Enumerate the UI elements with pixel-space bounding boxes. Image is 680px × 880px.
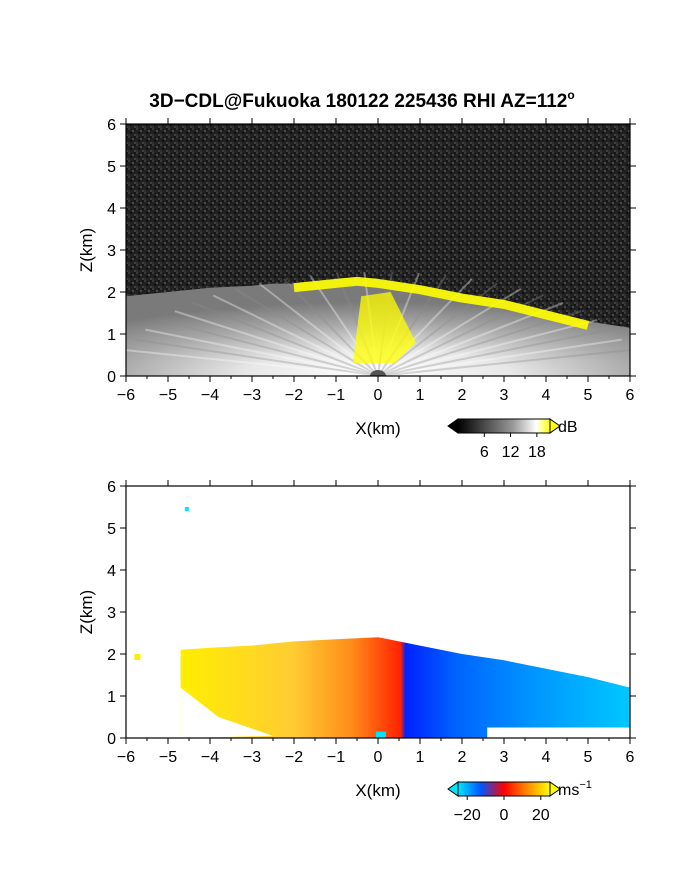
y-tick-label: 3 bbox=[107, 243, 116, 260]
colorbar-tick-label: 18 bbox=[528, 444, 546, 461]
y-tick-label: 1 bbox=[107, 327, 116, 344]
plot-area bbox=[126, 124, 630, 376]
reflectivity-beam bbox=[377, 349, 630, 376]
reflectivity-beam bbox=[145, 328, 379, 376]
x-tick-label: −2 bbox=[285, 749, 303, 766]
colorbar-over-arrow bbox=[549, 781, 561, 797]
colorbar bbox=[457, 781, 551, 797]
y-tick-label: 6 bbox=[107, 479, 116, 496]
x-tick-label: −1 bbox=[327, 749, 345, 766]
velocity-gap bbox=[180, 687, 273, 738]
colorbar-under-arrow bbox=[447, 781, 459, 797]
y-tick-label: 4 bbox=[107, 563, 116, 580]
y-tick-label: 3 bbox=[107, 605, 116, 622]
colorbar bbox=[457, 418, 551, 434]
x-axis-label: X(km) bbox=[355, 419, 400, 438]
reflectivity-beam bbox=[377, 338, 622, 376]
plot-area bbox=[126, 486, 630, 738]
y-tick-label: 0 bbox=[107, 731, 116, 748]
reflectivity-beam bbox=[377, 319, 598, 376]
x-tick-label: −5 bbox=[159, 749, 177, 766]
x-tick-label: 4 bbox=[542, 749, 551, 766]
x-tick-label: 6 bbox=[626, 387, 635, 404]
reflectivity-beam bbox=[174, 310, 379, 376]
x-tick-label: 0 bbox=[374, 387, 383, 404]
x-tick-label: −3 bbox=[243, 749, 261, 766]
x-tick-label: −5 bbox=[159, 387, 177, 404]
y-axis-label: Z(km) bbox=[77, 590, 96, 634]
radar-site-marker bbox=[370, 370, 386, 376]
colorbar-tick-label: −20 bbox=[454, 807, 481, 824]
x-tick-label: −1 bbox=[327, 387, 345, 404]
reflectivity-beam bbox=[377, 328, 611, 376]
figure-title: 3D−CDL@Fukuoka 180122 225436 RHI AZ=112o bbox=[149, 88, 574, 112]
colorbar-tick-label: 12 bbox=[502, 444, 520, 461]
x-tick-label: 2 bbox=[458, 387, 467, 404]
velocity-speckle bbox=[184, 507, 189, 511]
x-tick-label: −4 bbox=[201, 749, 219, 766]
x-tick-label: −2 bbox=[285, 387, 303, 404]
reflectivity-beam bbox=[377, 310, 582, 376]
x-tick-label: 1 bbox=[416, 387, 425, 404]
colorbar-tick-label: 6 bbox=[480, 444, 489, 461]
x-tick-label: 2 bbox=[458, 749, 467, 766]
x-tick-label: 3 bbox=[500, 749, 509, 766]
y-tick-label: 0 bbox=[107, 369, 116, 386]
x-tick-label: 6 bbox=[626, 749, 635, 766]
strong-echo-rim bbox=[293, 276, 590, 330]
reflectivity-beam bbox=[212, 294, 379, 376]
x-tick-label: 5 bbox=[584, 749, 593, 766]
colorbar-unit-superscript: −1 bbox=[579, 779, 592, 791]
x-tick-label: 0 bbox=[374, 749, 383, 766]
y-tick-label: 5 bbox=[107, 159, 116, 176]
x-tick-label: −6 bbox=[117, 387, 135, 404]
x-tick-label: −3 bbox=[243, 387, 261, 404]
colorbar-tick-label: 20 bbox=[532, 807, 550, 824]
reflectivity-beam bbox=[192, 301, 379, 376]
velocity-panel: −6 −5 −4 −3 −2 −1 0 1 2 3 4 5 6 0 1 2 3 4 5 6 X(km) Z(km) −20 0… bbox=[77, 479, 636, 824]
colorbar-tick-label: 0 bbox=[500, 807, 509, 824]
colorbar-under-arrow bbox=[447, 418, 459, 434]
x-tick-label: 3 bbox=[500, 387, 509, 404]
velocity-speckle bbox=[134, 654, 141, 660]
figure-title-superscript: o bbox=[567, 88, 574, 102]
x-tick-label: 4 bbox=[542, 387, 551, 404]
y-tick-label: 2 bbox=[107, 285, 116, 302]
x-tick-label: 1 bbox=[416, 749, 425, 766]
velocity-gap bbox=[487, 727, 630, 738]
y-tick-label: 2 bbox=[107, 647, 116, 664]
x-tick-label: −4 bbox=[201, 387, 219, 404]
y-tick-label: 1 bbox=[107, 689, 116, 706]
y-tick-label: 6 bbox=[107, 117, 116, 134]
colorbar-unit: dB bbox=[558, 419, 578, 436]
x-axis-label: X(km) bbox=[355, 781, 400, 800]
radar-site-marker bbox=[375, 731, 386, 738]
velocity-echo bbox=[180, 637, 630, 738]
x-tick-label: −6 bbox=[117, 749, 135, 766]
y-tick-label: 4 bbox=[107, 201, 116, 218]
colorbar-unit: ms−1 bbox=[558, 779, 592, 799]
strong-echo-core bbox=[352, 292, 416, 364]
reflectivity-beam bbox=[134, 338, 379, 376]
reflectivity-beam bbox=[126, 349, 379, 376]
colorbar-over-arrow bbox=[549, 418, 561, 434]
y-axis-label: Z(km) bbox=[77, 228, 96, 272]
x-tick-label: 5 bbox=[584, 387, 593, 404]
reflectivity-beam bbox=[158, 319, 379, 376]
y-tick-label: 5 bbox=[107, 521, 116, 538]
